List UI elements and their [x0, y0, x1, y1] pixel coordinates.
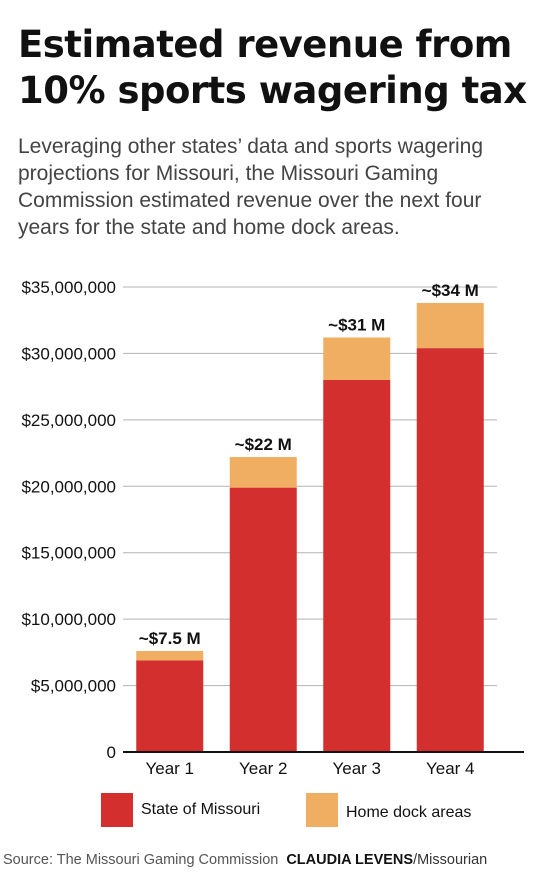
x-tick-label: Year 3: [332, 759, 381, 778]
bar-state: [136, 660, 204, 752]
photo-credit-name: CLAUDIA LEVENS: [286, 852, 414, 868]
legend-swatch-state: [101, 793, 133, 827]
bar-total-label: ~$34 M: [422, 281, 479, 300]
footer: Source: The Missouri Gaming Commission CL…: [3, 852, 543, 868]
source-note: Source: The Missouri Gaming Commission: [3, 852, 279, 868]
y-tick-label: $35,000,000: [21, 278, 116, 297]
y-tick-label: 0: [107, 743, 116, 762]
legend-item-home-dock: Home dock areas: [306, 793, 471, 827]
x-tick-label: Year 2: [239, 759, 288, 778]
legend-item-state: State of Missouri: [101, 793, 260, 827]
bar-total-label: ~$22 M: [235, 435, 292, 454]
bar-home-dock: [323, 337, 391, 380]
legend-swatch-home-dock: [306, 793, 338, 827]
bar-state: [416, 348, 484, 752]
y-tick-label: $15,000,000: [21, 544, 116, 563]
legend-label-home-dock: Home dock areas: [346, 804, 472, 821]
bar-home-dock: [136, 651, 204, 661]
y-tick-label: $25,000,000: [21, 411, 116, 430]
y-tick-label: $30,000,000: [21, 344, 116, 363]
stacked-bar-chart: 0 $5,000,000 $10,000,000 $15,000,000 $20,000…: [21, 278, 524, 778]
credit-organization: /Missourian: [413, 852, 488, 868]
x-tick-label: Year 1: [145, 759, 194, 778]
y-tick-label: $5,000,000: [31, 677, 116, 696]
chart-subtitle: Leveraging other states’ data and sports…: [18, 135, 484, 239]
legend-label-state: State of Missouri: [141, 801, 261, 818]
bar-total-label: ~$7.5 M: [139, 629, 201, 648]
chart-title: Estimated revenue from 10% sports wageri…: [18, 23, 527, 112]
bar-state: [323, 380, 391, 752]
bar-home-dock: [229, 457, 297, 488]
y-tick-label: $20,000,000: [21, 477, 116, 496]
y-tick-label: $10,000,000: [21, 610, 116, 629]
bar-state: [229, 487, 297, 752]
x-tick-label: Year 4: [426, 759, 475, 778]
bar-home-dock: [416, 302, 484, 349]
bar-total-label: ~$31 M: [328, 315, 385, 334]
